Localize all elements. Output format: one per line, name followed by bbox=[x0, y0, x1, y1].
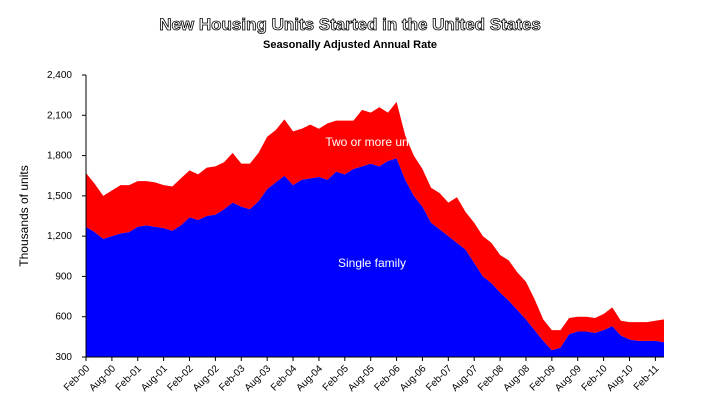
x-tick-label: Aug-00 bbox=[87, 363, 118, 394]
x-tick-label: Feb-01 bbox=[114, 363, 144, 393]
x-tick-label: Feb-00 bbox=[62, 363, 92, 393]
x-tick-label: Feb-07 bbox=[424, 363, 454, 393]
annotation: Single family bbox=[338, 256, 406, 270]
y-tick-label: 900 bbox=[55, 271, 72, 282]
chart-title: New Housing Units Started in the United … bbox=[159, 15, 541, 34]
x-tick-label: Aug-02 bbox=[191, 363, 222, 394]
x-tick-label: Aug-06 bbox=[398, 363, 429, 394]
x-tick-label: Feb-05 bbox=[321, 363, 351, 393]
chart-subtitle: Seasonally Adjusted Annual Rate bbox=[263, 39, 437, 51]
x-tick-label: Feb-09 bbox=[528, 363, 558, 393]
x-tick-label: Feb-11 bbox=[632, 363, 662, 393]
y-tick-label: 1,200 bbox=[47, 231, 72, 242]
y-axis-label: Thousands of units bbox=[17, 165, 31, 266]
x-tick-label: Feb-10 bbox=[580, 363, 610, 393]
y-tick-label: 1,800 bbox=[47, 151, 72, 162]
y-tick-label: 600 bbox=[55, 312, 72, 323]
x-tick-label: Aug-03 bbox=[243, 363, 274, 394]
x-tick-label: Aug-05 bbox=[346, 363, 377, 394]
x-tick-label: Feb-04 bbox=[269, 363, 299, 393]
y-tick-label: 1,500 bbox=[47, 191, 72, 202]
area bbox=[86, 101, 664, 351]
x-tick-label: Aug-09 bbox=[553, 363, 584, 394]
x-tick-label: Aug-08 bbox=[502, 363, 533, 394]
x-tick-label: Aug-10 bbox=[605, 363, 636, 394]
x-tick-label: Aug-07 bbox=[450, 363, 481, 394]
x-tick-label: Feb-03 bbox=[217, 363, 247, 393]
x-tick-label: Aug-04 bbox=[294, 363, 325, 394]
annotation: Two or more units bbox=[325, 135, 420, 149]
x-tick-label: Feb-08 bbox=[476, 363, 506, 393]
y-tick-label: 2,100 bbox=[47, 110, 72, 121]
area bbox=[86, 158, 664, 357]
y-tick-label: 300 bbox=[55, 352, 72, 363]
x-tick-label: Aug-01 bbox=[139, 363, 170, 394]
x-tick-label: Feb-06 bbox=[373, 363, 403, 393]
x-tick-label: Feb-02 bbox=[165, 363, 195, 393]
y-tick-label: 2,400 bbox=[47, 70, 72, 81]
